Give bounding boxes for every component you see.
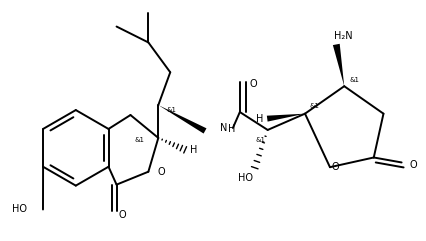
- Text: O: O: [118, 210, 126, 221]
- Text: HO: HO: [12, 204, 27, 214]
- Text: &1: &1: [310, 103, 320, 109]
- Text: &1: &1: [134, 137, 144, 143]
- Text: H: H: [228, 124, 235, 134]
- Text: HO: HO: [238, 173, 253, 183]
- Text: O: O: [332, 162, 340, 172]
- Polygon shape: [267, 114, 305, 122]
- Text: H: H: [190, 145, 198, 155]
- Polygon shape: [158, 105, 207, 134]
- Text: H: H: [256, 114, 263, 124]
- Text: N: N: [220, 123, 227, 133]
- Polygon shape: [333, 44, 344, 86]
- Text: &1: &1: [166, 107, 176, 113]
- Text: H₂N: H₂N: [334, 32, 353, 41]
- Text: O: O: [250, 79, 257, 89]
- Text: O: O: [157, 167, 165, 177]
- Text: &1: &1: [349, 77, 359, 83]
- Text: O: O: [409, 161, 417, 170]
- Text: &1: &1: [256, 137, 266, 143]
